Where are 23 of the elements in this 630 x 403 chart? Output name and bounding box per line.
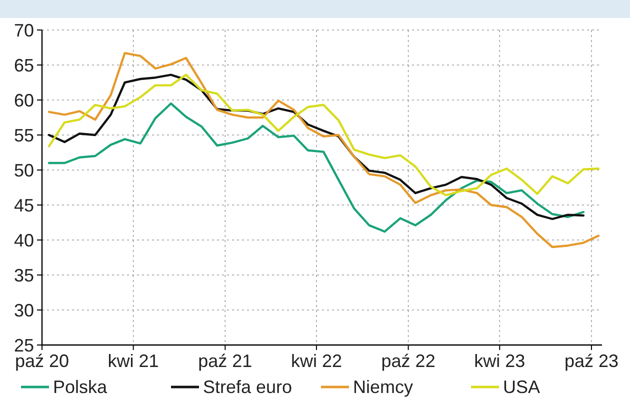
y-tick-label: 55 (14, 125, 34, 146)
line-series (48, 102, 585, 233)
line-series (48, 52, 600, 248)
y-tick-label: 50 (14, 160, 34, 180)
y-tick-label: 35 (14, 265, 34, 286)
x-tick-label: kwi 23 (474, 351, 526, 371)
x-tick-label: paź 21 (198, 351, 252, 371)
line-series (48, 74, 600, 196)
x-tick-label: paź 22 (381, 351, 436, 371)
legend-label: Strefa euro (203, 377, 292, 397)
x-tick-label: kwi 21 (108, 351, 159, 371)
y-tick-label: 30 (14, 300, 34, 320)
y-tick-label: 40 (14, 230, 34, 250)
y-tick-label: 70 (14, 20, 34, 40)
legend-label: Niemcy (353, 377, 414, 397)
line-series (48, 74, 585, 220)
x-tick-label: kwi 22 (290, 351, 342, 371)
y-tick-label: 45 (14, 195, 34, 216)
y-tick-label: 65 (14, 55, 34, 76)
legend-label: Polska (53, 377, 108, 397)
y-tick-label: 60 (14, 90, 34, 110)
legend-label: USA (503, 377, 540, 397)
x-tick-label: paź 23 (564, 351, 618, 371)
